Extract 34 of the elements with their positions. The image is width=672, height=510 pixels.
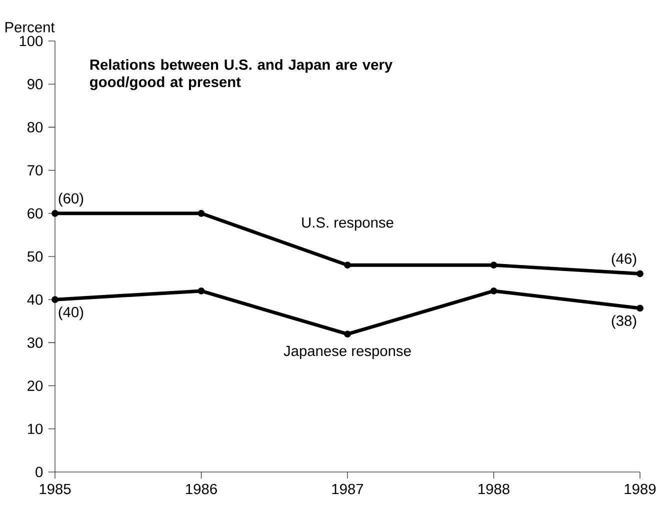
x-tick-label: 1987 <box>332 484 364 494</box>
y-tick-label: 20 <box>28 380 43 391</box>
point <box>490 262 498 269</box>
series-label: Japanese response <box>284 346 411 360</box>
point <box>198 288 205 294</box>
x-tick-label: 1985 <box>40 484 71 494</box>
x-tick-label: 1986 <box>186 484 217 494</box>
data-label: (60) <box>58 192 84 206</box>
point <box>52 296 58 304</box>
y-tick-label: 50 <box>27 251 43 262</box>
point <box>344 262 351 269</box>
point <box>198 210 205 217</box>
y-tick-label: 80 <box>28 122 43 132</box>
data-label: (38) <box>612 315 636 329</box>
point <box>344 330 351 338</box>
y-tick-label: 30 <box>27 338 43 348</box>
y-tick-label: 70 <box>28 165 43 176</box>
y-tick-label: 60 <box>28 208 43 219</box>
text: Relations between U.S. and Japan are very good/good at present <box>90 59 393 90</box>
y-tick-label: 90 <box>28 78 43 90</box>
y-tick-label: 10 <box>28 424 43 434</box>
point <box>636 304 644 312</box>
x-tick-label: 1988 <box>478 484 510 494</box>
y-tick-label: 0 <box>36 466 43 478</box>
point <box>490 288 498 294</box>
y-tick-label: 100 <box>20 36 43 46</box>
data-label: (46) <box>612 253 636 267</box>
data-label: (40) <box>58 306 84 320</box>
y-axis-title: Percent <box>5 22 55 32</box>
point <box>636 270 644 278</box>
y-tick-label: 40 <box>27 294 43 305</box>
series-label: U.S. response <box>302 217 394 231</box>
point <box>52 210 58 217</box>
x-tick-label: 1989 <box>624 484 656 494</box>
